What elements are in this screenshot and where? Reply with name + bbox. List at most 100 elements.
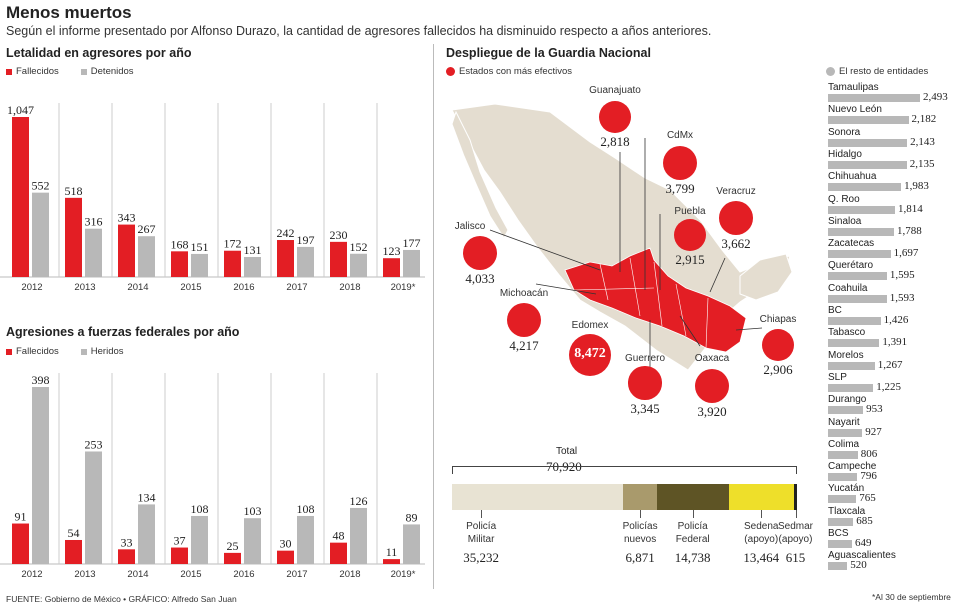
rest-state-value: 1,595 <box>889 269 915 282</box>
segment-value: 615 <box>785 550 806 565</box>
rest-state-name: Nuevo León <box>828 104 882 116</box>
category-label: 2018 <box>339 282 360 293</box>
rest-state-value: 2,493 <box>923 91 948 103</box>
rest-state-name: Querétaro <box>828 260 874 272</box>
state-value-label: 4,217 <box>509 338 539 354</box>
bar-value-label: 316 <box>85 215 103 229</box>
legend-heridos: Heridos <box>90 346 124 357</box>
segment-name: Policía Militar <box>466 521 497 545</box>
bar-detenidos-2017 <box>297 246 314 277</box>
rest-state-value: 520 <box>850 559 867 572</box>
bar-value-label: 134 <box>138 490 156 504</box>
state-name-label: Oaxaca <box>694 353 730 364</box>
total-bracket <box>452 466 797 467</box>
rest-state-value: 649 <box>854 537 872 549</box>
segment-value: 14,738 <box>674 550 711 565</box>
bar-heridos-2019* <box>403 524 420 564</box>
state-value-label: 2,818 <box>600 133 630 149</box>
rest-state-name: Hidalgo <box>828 148 862 160</box>
bar-value-label: 108 <box>297 502 315 516</box>
legend-red-swatch <box>6 348 12 355</box>
bar-value-label: 25 <box>227 539 239 553</box>
bar-detenidos-2019* <box>403 249 420 277</box>
rest-state-value: 953 <box>866 403 883 416</box>
page-subtitle: Según el informe presentado por Alfonso … <box>6 24 712 38</box>
rest-state-bar <box>828 250 891 259</box>
category-label: 2015 <box>180 569 201 580</box>
rest-state-name: Coahuila <box>828 282 868 294</box>
rest-state-bar <box>828 138 908 147</box>
category-label: 2016 <box>233 569 254 580</box>
baja-california-shape <box>451 110 509 240</box>
rest-state-value: 1,814 <box>897 202 923 215</box>
bar-heridos-2013 <box>85 451 102 564</box>
rest-state-bar <box>828 116 909 125</box>
rest-state-value: 806 <box>860 447 878 460</box>
bar-value-label: 1,047 <box>7 103 34 117</box>
bar-heridos-2015 <box>191 515 208 564</box>
chart1-title: Letalidad en agresores por año <box>6 46 192 60</box>
state-value-label: 8,472 <box>574 346 606 361</box>
bar-value-label: 242 <box>277 226 295 240</box>
bracket-right <box>796 466 797 474</box>
rest-state-bar <box>828 183 902 192</box>
rest-state-name: Campeche <box>828 461 877 473</box>
rest-state-bar <box>828 517 854 526</box>
segment-1 <box>623 484 657 510</box>
bar-value-label: 267 <box>138 222 156 236</box>
rest-state-value: 927 <box>865 425 882 438</box>
bar-value-label: 103 <box>244 504 262 518</box>
bar-fallecidos-2017 <box>277 240 294 277</box>
category-label: 2013 <box>74 282 95 293</box>
bubble-edomex <box>569 334 611 376</box>
rest-state-value: 1,426 <box>883 314 909 326</box>
rest-state-name: Yucatán <box>828 483 865 495</box>
rest-state-name: Aguascalientes <box>828 550 896 562</box>
bar-value-label: 123 <box>383 244 401 258</box>
rest-state-name: Tlaxcala <box>828 505 866 517</box>
category-label: 2012 <box>21 282 42 293</box>
state-value-label: 4,033 <box>465 271 495 287</box>
bar-heridos-2016 <box>244 518 261 564</box>
rest-state-value: 1,697 <box>893 247 919 260</box>
category-label: 2016 <box>233 282 254 293</box>
segment-value: 35,232 <box>463 550 499 565</box>
chart1-legend: Fallecidos Detenidos <box>6 66 134 77</box>
segment-4 <box>794 484 797 510</box>
rest-state-bar <box>828 406 864 415</box>
bar-value-label: 108 <box>191 502 209 516</box>
bar-value-label: 518 <box>65 184 83 198</box>
segment-value: 13,464 <box>743 550 780 565</box>
rest-state-bar <box>828 227 894 236</box>
bar-detenidos-2016 <box>244 256 261 277</box>
state-name-label: CdMx <box>666 130 694 141</box>
category-label: 2015 <box>180 282 201 293</box>
rest-state-name: Sinaloa <box>828 215 862 227</box>
state-value-label: 3,920 <box>697 404 727 420</box>
bubble-guerrero <box>628 366 662 400</box>
rest-state-value: 1,391 <box>882 336 908 349</box>
rest-state-bar <box>828 339 880 348</box>
bar-fallecidos-2018 <box>330 542 347 564</box>
category-label: 2013 <box>74 569 95 580</box>
bar-detenidos-2018 <box>350 253 367 277</box>
state-name-label: Edomex <box>571 320 609 331</box>
rest-state-bar <box>828 317 881 325</box>
segment-leader <box>640 510 642 518</box>
legend-gray-swatch <box>80 68 87 75</box>
rest-state-value: 685 <box>856 514 873 527</box>
rest-state-value: 1,593 <box>889 291 915 304</box>
segment-leader <box>481 510 483 518</box>
bar-value-label: 152 <box>350 240 368 254</box>
segment-value: 6,871 <box>625 550 655 565</box>
rest-state-bar <box>828 540 852 548</box>
rest-state-name: Tamaulipas <box>828 82 879 93</box>
segment-name: Policías nuevos <box>622 521 658 545</box>
segment-leader <box>761 510 763 518</box>
segment-0 <box>452 484 624 510</box>
state-value-label: 2,906 <box>763 362 793 378</box>
category-label: 2019* <box>391 282 416 293</box>
legend-detenidos: Detenidos <box>90 66 134 77</box>
state-borders <box>573 257 709 349</box>
rest-state-bar <box>828 294 887 303</box>
